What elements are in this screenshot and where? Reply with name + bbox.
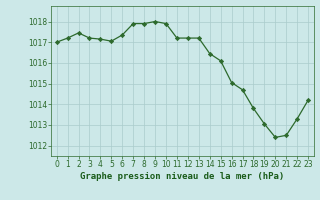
X-axis label: Graphe pression niveau de la mer (hPa): Graphe pression niveau de la mer (hPa) xyxy=(80,172,284,181)
